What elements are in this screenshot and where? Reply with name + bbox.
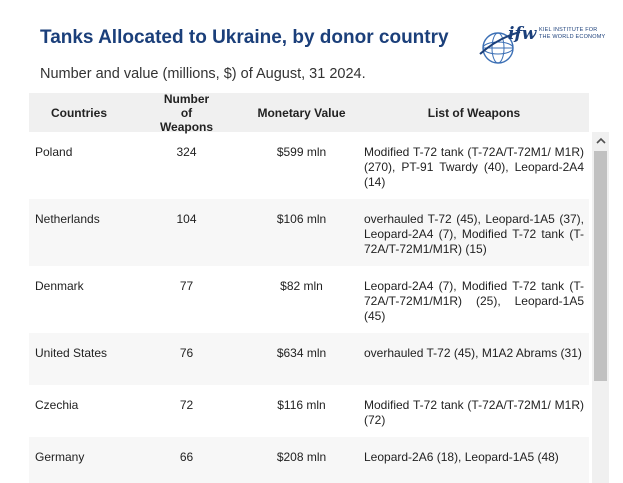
header-countries: Countries: [50, 105, 107, 120]
cell-country: Poland: [35, 145, 73, 159]
table-row: Germany 66 $208 mln Leopard-2A6 (18), Le…: [29, 437, 589, 483]
cell-weapons: overhauled T-72 (45), M1A2 Abrams (31): [364, 346, 582, 360]
cell-value: $599 mln: [276, 145, 327, 159]
page-title: Tanks Allocated to Ukraine, by donor cou…: [40, 27, 449, 48]
cell-weapons: overhauled T-72 (45), Leopard-1A5 (37), …: [364, 212, 584, 257]
table-row: United States 76 $634 mln overhauled T-7…: [29, 333, 589, 385]
cell-number: 72: [179, 398, 194, 412]
cell-number: 66: [179, 450, 194, 464]
table-row: Denmark 77 $82 mln Leopard-2A4 (7), Modi…: [29, 266, 589, 333]
cell-number: 104: [176, 212, 197, 226]
table-row: Czechia 72 $116 mln Modified T-72 tank (…: [29, 385, 589, 437]
header-value: Monetary Value: [257, 105, 346, 120]
table-scrollbar[interactable]: [592, 132, 609, 483]
logo-tagline: KIEL INSTITUTE FOR THE WORLD ECONOMY: [539, 27, 605, 41]
cell-country: Czechia: [35, 398, 79, 412]
cell-weapons: Modified T-72 tank (T-72A/T-72M1/ M1R) (…: [364, 398, 584, 428]
table-row: Poland 324 $599 mln Modified T-72 tank (…: [29, 132, 589, 199]
cell-country: Netherlands: [35, 212, 100, 226]
cell-value: $116 mln: [277, 398, 326, 412]
page-subtitle: Number and value (millions, $) of August…: [40, 66, 366, 82]
cell-country: Denmark: [35, 279, 84, 293]
cell-value: $208 mln: [276, 450, 327, 464]
scroll-up-button[interactable]: [592, 132, 609, 149]
cell-value: $82 mln: [280, 279, 323, 293]
cell-weapons: Leopard-2A6 (18), Leopard-1A5 (48): [364, 450, 559, 464]
cell-weapons: Modified T-72 tank (T-72A/T-72M1/ M1R) (…: [364, 145, 584, 190]
cell-number: 324: [176, 145, 197, 159]
header-weapons: List of Weapons: [427, 105, 521, 120]
scroll-thumb[interactable]: [594, 151, 607, 381]
ifw-logo: ifw KIEL INSTITUTE FOR THE WORLD ECONOMY: [476, 20, 606, 70]
logo-tagline-line2: THE WORLD ECONOMY: [539, 34, 606, 40]
table-row: Netherlands 104 $106 mln overhauled T-72…: [29, 199, 589, 266]
cell-country: Germany: [35, 450, 85, 464]
tanks-table: Countries Number of Weapons Monetary Val…: [29, 93, 589, 483]
chevron-up-icon: [595, 137, 606, 144]
logo-tagline-line1: KIEL INSTITUTE FOR: [539, 27, 598, 33]
cell-value: $106 mln: [276, 212, 327, 226]
table-header: Countries Number of Weapons Monetary Val…: [29, 93, 589, 134]
cell-number: 77: [179, 279, 194, 293]
globe-icon: [479, 31, 521, 64]
cell-value: $634 mln: [276, 346, 327, 360]
cell-number: 76: [179, 346, 194, 360]
cell-country: United States: [35, 346, 108, 360]
logo-wordmark: ifw: [508, 24, 537, 44]
cell-weapons: Leopard-2A4 (7), Modified T-72 tank (T-7…: [364, 279, 584, 324]
header-number: Number of Weapons: [159, 93, 214, 134]
